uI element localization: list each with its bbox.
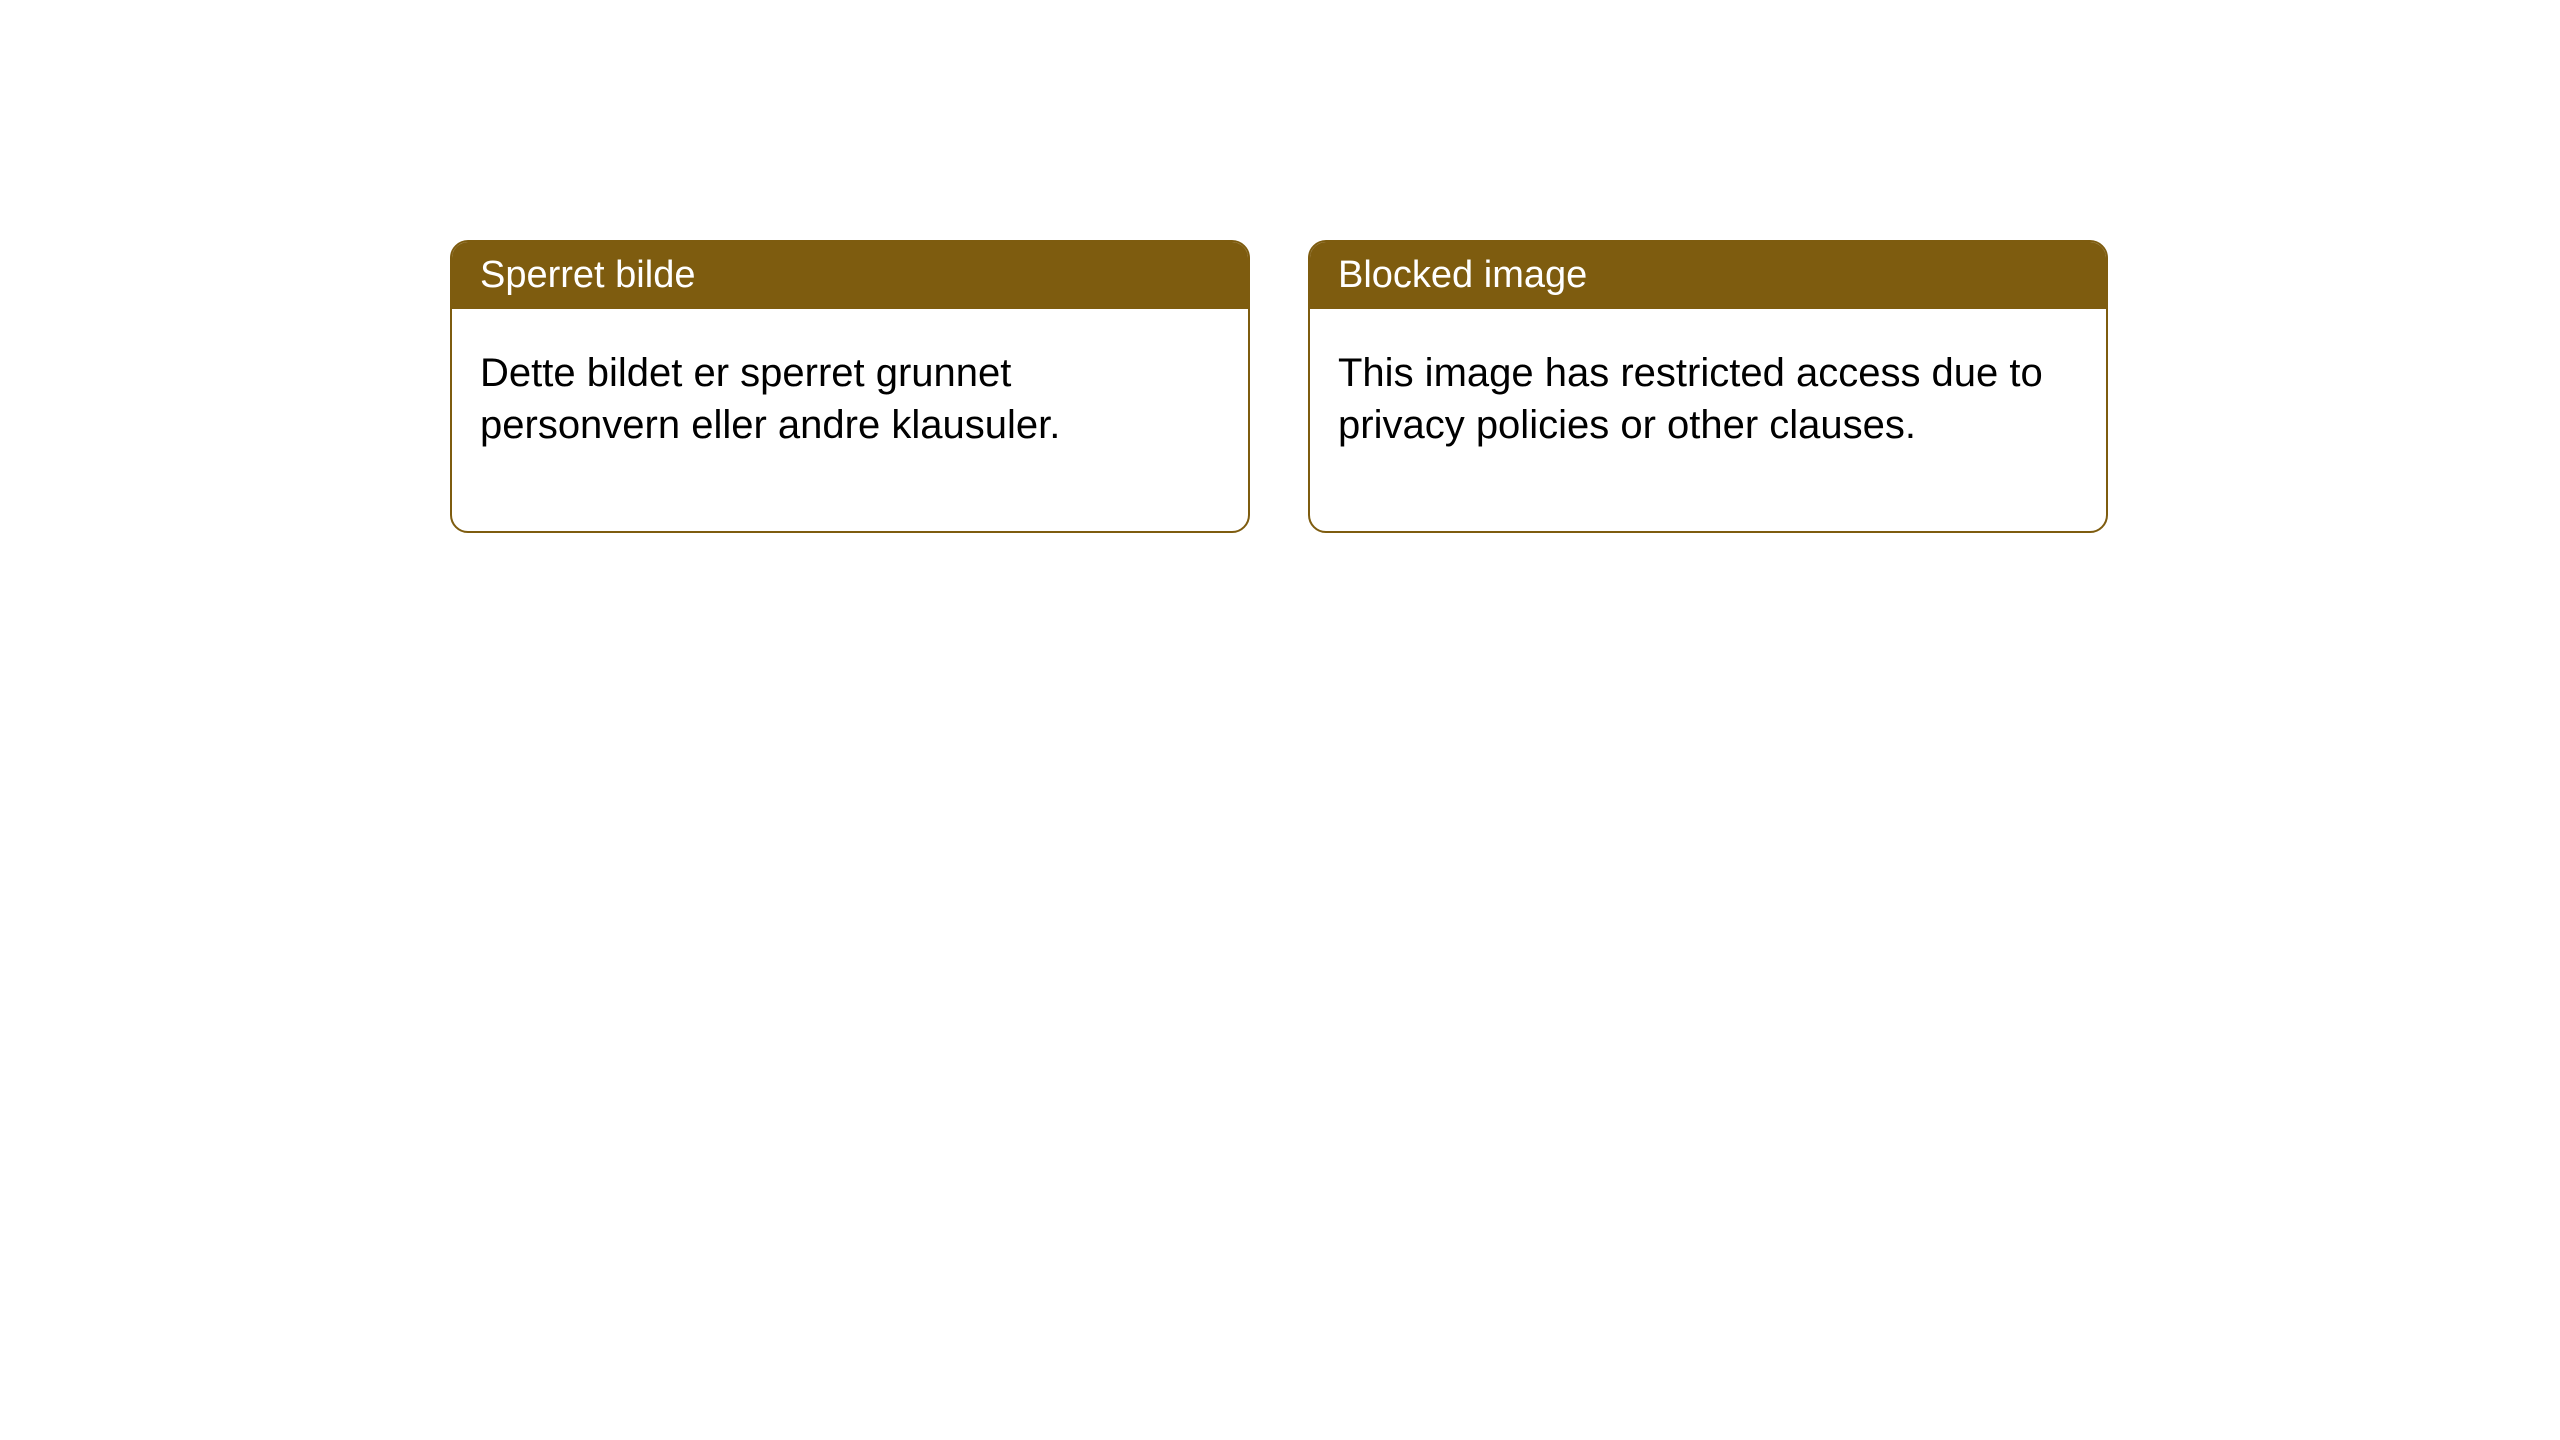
notice-body: This image has restricted access due to …: [1310, 309, 2106, 531]
notice-header: Blocked image: [1310, 242, 2106, 309]
notice-header: Sperret bilde: [452, 242, 1248, 309]
notice-container: Sperret bilde Dette bildet er sperret gr…: [0, 0, 2560, 533]
notice-card-english: Blocked image This image has restricted …: [1308, 240, 2108, 533]
notice-body: Dette bildet er sperret grunnet personve…: [452, 309, 1248, 531]
notice-card-norwegian: Sperret bilde Dette bildet er sperret gr…: [450, 240, 1250, 533]
